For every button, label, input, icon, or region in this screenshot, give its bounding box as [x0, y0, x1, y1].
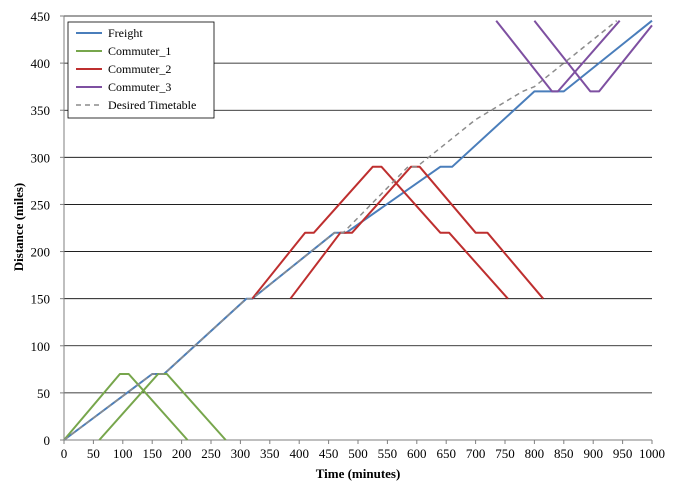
x-tick-label-250: 250 — [201, 446, 221, 461]
x-tick-label-650: 650 — [436, 446, 456, 461]
x-tick-label-350: 350 — [260, 446, 280, 461]
legend-label-commuter-2: Commuter_2 — [108, 62, 171, 76]
x-tick-label-450: 450 — [319, 446, 339, 461]
x-tick-label-0: 0 — [61, 446, 68, 461]
series-line-commuter-1-1 — [63, 373, 189, 441]
x-tick-label-100: 100 — [113, 446, 133, 461]
x-tick-label-50: 50 — [87, 446, 100, 461]
x-tick-label-200: 200 — [172, 446, 192, 461]
series-line-desired-timetable-1 — [63, 20, 618, 441]
y-tick-label-50: 50 — [37, 386, 50, 401]
y-tick-label-200: 200 — [31, 245, 51, 260]
y-axis-title: Distance (miles) — [11, 183, 26, 271]
y-tick-label-0: 0 — [44, 433, 51, 448]
x-axis-title: Time (minutes) — [316, 466, 401, 481]
y-tick-label-450: 450 — [31, 9, 51, 24]
x-tick-label-1000: 1000 — [639, 446, 665, 461]
y-tick-label-300: 300 — [31, 150, 51, 165]
legend-label-commuter-1: Commuter_1 — [108, 44, 171, 58]
legend-label-commuter-3: Commuter_3 — [108, 80, 171, 94]
series-line-commuter-3-2 — [533, 20, 653, 93]
y-tick-label-150: 150 — [31, 292, 51, 307]
x-tick-label-950: 950 — [613, 446, 633, 461]
x-tick-label-150: 150 — [142, 446, 162, 461]
x-tick-label-700: 700 — [466, 446, 486, 461]
y-tick-label-250: 250 — [31, 197, 51, 212]
x-tick-label-550: 550 — [378, 446, 398, 461]
series-lines — [63, 19, 653, 441]
series-line-commuter-3-1 — [495, 20, 621, 93]
x-tick-label-500: 500 — [348, 446, 368, 461]
x-tick-label-300: 300 — [231, 446, 251, 461]
x-tick-label-750: 750 — [495, 446, 515, 461]
legend-label-freight: Freight — [108, 26, 143, 40]
series-line-commuter-2-1 — [251, 165, 509, 300]
x-tick-label-600: 600 — [407, 446, 427, 461]
legend-label-desired-timetable: Desired Timetable — [108, 98, 196, 112]
series-line-commuter-2-2 — [289, 165, 544, 300]
axis-ticks: 0 50 100 150 200 250 300 350 400 450 500 550 600 650 7… — [31, 9, 666, 461]
y-tick-label-100: 100 — [31, 339, 51, 354]
legend: Freight Commuter_1 Commuter_2 Commuter_3 Des… — [67, 21, 215, 119]
x-tick-label-800: 800 — [525, 446, 545, 461]
y-tick-label-400: 400 — [31, 56, 51, 71]
series-line-commuter-1-2 — [98, 373, 227, 441]
x-tick-label-400: 400 — [289, 446, 309, 461]
x-tick-label-900: 900 — [583, 446, 603, 461]
x-tick-label-850: 850 — [554, 446, 574, 461]
y-tick-label-350: 350 — [31, 103, 51, 118]
